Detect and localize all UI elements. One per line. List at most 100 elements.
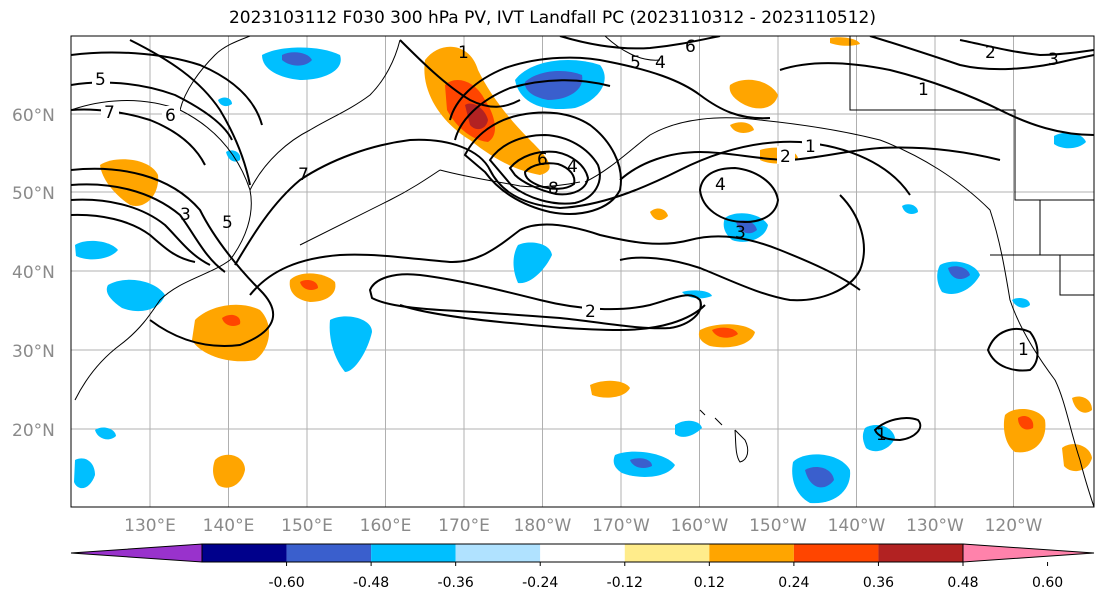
contour-label: 7 [298, 165, 309, 185]
contour-label: 4 [715, 175, 726, 195]
negative-anomaly-region [513, 242, 552, 284]
colorbar-tick-label: 0.60 [1032, 575, 1063, 591]
colorbar-tick-label: -0.48 [353, 575, 389, 591]
negative-anomaly-core [282, 52, 312, 66]
negative-anomaly-core [524, 70, 583, 100]
colorbar-segment [286, 544, 372, 562]
lon-label: 160°E [360, 516, 412, 536]
negative-anomaly-region [1054, 132, 1086, 149]
negative-anomaly-region [862, 425, 895, 452]
positive-anomaly-core [222, 314, 241, 326]
lon-label: 130°W [906, 516, 964, 536]
colorbar-tick-label: -0.24 [522, 575, 558, 591]
positive-anomaly-region [192, 304, 270, 362]
negative-anomaly-region [675, 420, 702, 437]
lon-label: 170°W [592, 516, 650, 536]
map-frame [70, 35, 1095, 508]
lat-label: 20°N [12, 421, 55, 441]
colorbar-tick-label: -0.60 [268, 575, 304, 591]
lat-label: 40°N [12, 263, 55, 283]
contour-label: 2 [780, 147, 791, 167]
colorbar-tick-label: 0.36 [863, 575, 894, 591]
colorbar: -0.60 -0.48 -0.36 -0.24 -0.12 0.12 0.24 0.36 0.4… [70, 543, 1095, 591]
colorbar-segment [202, 544, 287, 562]
colorbar-segment [371, 544, 456, 562]
positive-anomaly-core [300, 280, 318, 290]
contour-label: 3 [180, 205, 191, 225]
contour-label: 8 [548, 179, 559, 199]
negative-anomaly-region [95, 427, 116, 440]
lon-label: 180°W [514, 516, 572, 536]
contour-label: 1 [1018, 340, 1029, 360]
colorbar-min-arrow [70, 543, 203, 563]
contour-label: 6 [685, 37, 696, 57]
contour-label: 3 [735, 223, 746, 243]
latitude-labels: 60°N 50°N 40°N 30°N 20°N [12, 106, 55, 441]
positive-anomaly-region [213, 454, 245, 488]
lon-label: 120°W [985, 516, 1043, 536]
longitude-labels: 130°E 140°E 150°E 160°E 170°E 180°W 170°W 160°W… [124, 516, 1042, 536]
negative-anomaly-core [630, 458, 652, 468]
contour-label: 1 [918, 80, 929, 100]
contour-label: 5 [95, 70, 106, 90]
contour-label: 6 [537, 150, 548, 170]
lat-label: 50°N [12, 184, 55, 204]
negative-anomaly-region [1012, 297, 1030, 308]
colorbar-tick-label: -0.12 [607, 575, 643, 591]
contour-label: 2 [985, 43, 996, 63]
contour-label: 4 [567, 157, 578, 177]
lon-label: 170°E [438, 516, 490, 536]
colorbar-tick-label: 0.24 [778, 575, 809, 591]
colorbar-segment [878, 544, 963, 562]
negative-anomaly-region [218, 97, 232, 107]
colorbar-segment [455, 544, 541, 562]
lon-label: 140°E [203, 516, 255, 536]
lat-label: 30°N [12, 342, 55, 362]
lon-label: 160°W [671, 516, 729, 536]
colorbar-max-arrow [962, 543, 1095, 563]
contour-label: 2 [585, 302, 596, 322]
colorbar-segment [709, 544, 794, 562]
colorbar-outline [201, 543, 964, 563]
negative-anomaly-core [948, 266, 970, 280]
contour-label: 5 [222, 213, 233, 233]
negative-anomaly-region [329, 316, 372, 372]
positive-anomaly-region [730, 122, 754, 133]
colorbar-segment [793, 544, 879, 562]
colorbar-tick-label: 0.48 [947, 575, 978, 591]
negative-anomaly-region [902, 204, 918, 214]
lat-label: 60°N [12, 106, 55, 126]
contour-label: 7 [104, 103, 115, 123]
lon-label: 150°E [281, 516, 333, 536]
contour-label: 4 [655, 53, 666, 73]
contour-label: 1 [876, 425, 887, 445]
contour-label: 6 [165, 106, 176, 126]
negative-anomaly-region [75, 240, 118, 260]
negative-anomaly-region [106, 279, 165, 312]
negative-anomaly-core [805, 467, 834, 488]
contour-label: 3 [1048, 50, 1059, 70]
contour-label: 1 [458, 43, 469, 63]
colorbar-tick-label: 0.12 [694, 575, 725, 591]
pv-shading [74, 37, 1092, 504]
colorbar-segment [540, 544, 625, 562]
positive-anomaly-region [830, 37, 860, 46]
chart-title: 2023103112 F030 300 hPa PV, IVT Landfall… [228, 8, 876, 28]
positive-anomaly-region [1003, 408, 1046, 453]
lon-label: 140°W [828, 516, 886, 536]
lon-label: 150°W [749, 516, 807, 536]
contour-labels: 5 7 6 7 3 5 1 6 5 4 6 8 4 2 1 3 2 1 2 3 … [92, 37, 1059, 445]
positive-anomaly-core [712, 327, 738, 338]
negative-anomaly-region [74, 458, 95, 489]
positive-anomaly-region [1072, 396, 1092, 413]
pv-contours [71, 36, 1094, 442]
negative-anomaly-core [736, 220, 757, 234]
positive-anomaly-region [1062, 444, 1092, 472]
colorbar-tick-label: -0.36 [438, 575, 474, 591]
contour-label: 5 [630, 53, 641, 73]
lon-label: 130°E [124, 516, 176, 536]
positive-anomaly-region [650, 208, 668, 221]
positive-anomaly-peak [465, 103, 488, 130]
positive-anomaly-region [590, 380, 630, 398]
